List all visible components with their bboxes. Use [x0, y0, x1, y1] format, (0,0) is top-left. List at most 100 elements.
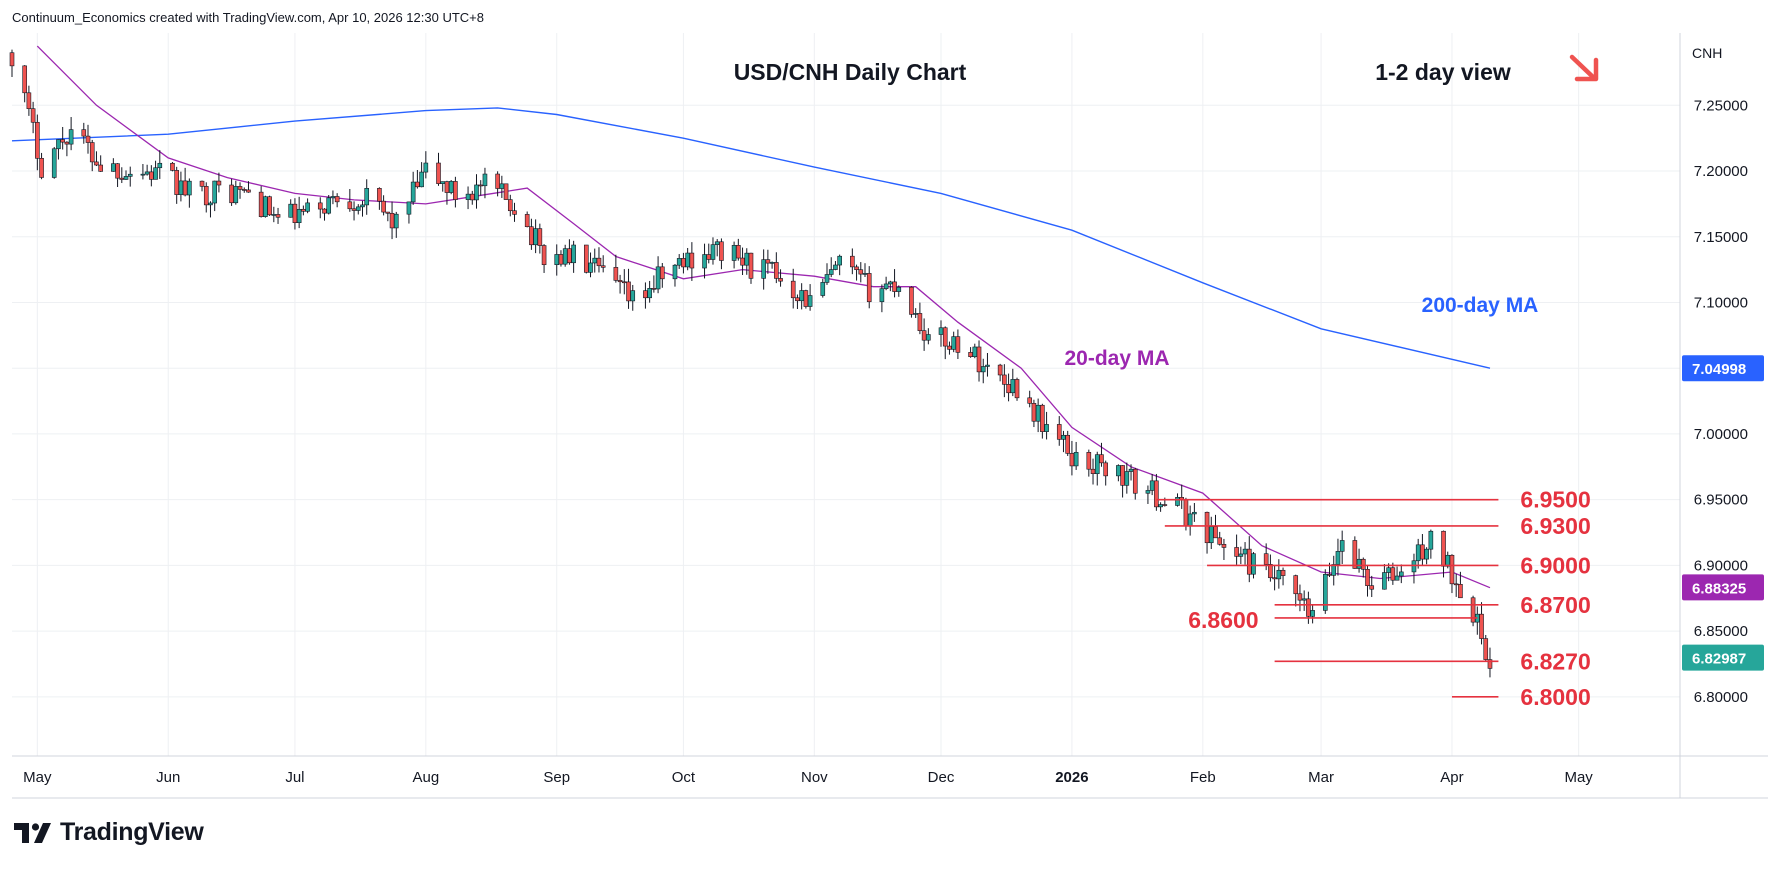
candle-body	[748, 252, 754, 279]
candle-body	[512, 210, 517, 215]
candle-body	[187, 180, 192, 196]
candle-body	[1382, 572, 1387, 590]
candle-body	[1069, 453, 1075, 467]
candle-body	[529, 226, 534, 246]
candle-body	[592, 257, 598, 264]
candle-body	[1479, 613, 1484, 639]
x-axis: May Jun Jul Aug Sep Oct Nov Dec 2026 Feb Mar Apr May	[23, 769, 1593, 786]
candle-body	[1204, 511, 1210, 544]
candle-body	[1246, 548, 1252, 575]
candle-body	[305, 202, 310, 212]
candle-body	[39, 158, 44, 178]
y-axis: 7.250007.200007.150007.100007.050007.000…	[1694, 97, 1748, 706]
candle-body	[1280, 569, 1286, 576]
candle-body	[1061, 434, 1066, 440]
candle-body	[1128, 468, 1134, 472]
candle-body	[719, 241, 724, 261]
y-tick-label: 7.20000	[1694, 163, 1748, 180]
candle-body	[1006, 384, 1011, 394]
candle-body	[465, 193, 471, 200]
candle-body	[263, 196, 268, 217]
candle-body	[706, 254, 712, 260]
candle-body	[1014, 379, 1020, 399]
chart-attribution: Continuum_Economics created with Trading…	[12, 10, 484, 25]
candle-body	[571, 244, 576, 264]
symbol-box[interactable]	[1683, 38, 1765, 66]
candle-body	[655, 266, 661, 290]
candle-body	[1242, 548, 1248, 555]
candle-body	[1090, 468, 1096, 475]
x-tick-label: May	[23, 769, 52, 786]
candle-body	[355, 206, 361, 211]
candle-body	[1086, 452, 1092, 470]
candle-body	[1458, 584, 1463, 599]
candle-body	[360, 204, 365, 208]
candle-body	[744, 252, 750, 266]
candle-body	[68, 129, 74, 145]
candle-body	[351, 208, 357, 211]
candle-body	[1335, 551, 1341, 565]
candle-body	[1162, 504, 1168, 506]
candle-body	[30, 108, 36, 123]
candle-body	[1149, 480, 1155, 491]
candle-body	[444, 181, 450, 193]
y-tick-label: 7.10000	[1694, 294, 1748, 311]
candle-body	[913, 313, 918, 315]
candle-body	[415, 181, 420, 188]
candle-body	[1056, 424, 1062, 440]
candle-body	[985, 364, 990, 367]
x-tick-label: Feb	[1190, 769, 1216, 786]
candle-body	[1103, 462, 1109, 477]
tradingview-brand[interactable]: TradingView	[14, 818, 204, 847]
candle-body	[596, 257, 602, 267]
candle-body	[1386, 567, 1391, 573]
candle-body	[182, 180, 188, 196]
candle-body	[212, 180, 217, 204]
candle-body	[275, 214, 281, 218]
candle-body	[617, 280, 623, 283]
candle-body	[1234, 547, 1239, 557]
candle-body	[1394, 575, 1400, 581]
candle-body	[976, 346, 982, 373]
candle-body	[1398, 571, 1404, 577]
candle-body	[423, 162, 429, 173]
candle-body	[258, 191, 264, 217]
y-tick-label: 6.80000	[1694, 689, 1748, 706]
candle-body	[56, 139, 61, 150]
candle-body	[651, 288, 657, 290]
level-label: 6.8600	[1188, 607, 1258, 633]
chart-title: USD/CNH Daily Chart	[734, 59, 967, 85]
x-tick-label: Jun	[156, 769, 180, 786]
candle-body	[883, 283, 889, 289]
candle-body	[643, 290, 648, 299]
candle-body	[1027, 397, 1032, 404]
candle-body	[938, 327, 944, 335]
candle-body	[1238, 553, 1244, 557]
candle-body	[997, 364, 1003, 376]
candle-body	[588, 262, 593, 273]
candle-body	[233, 186, 239, 204]
candle-body	[296, 208, 302, 223]
candle-body	[926, 334, 931, 341]
candle-body	[626, 281, 631, 302]
candle-body	[123, 176, 129, 180]
candle-body	[583, 244, 589, 273]
x-tick-label: Oct	[672, 769, 696, 786]
candle-body	[647, 288, 652, 299]
candle-body	[769, 262, 775, 264]
level-label: 6.9300	[1520, 513, 1590, 539]
candle-body	[888, 281, 893, 285]
candle-body	[1120, 465, 1125, 486]
x-tick-label: Dec	[928, 769, 955, 786]
candle-body	[1420, 544, 1425, 560]
candle-body	[795, 297, 800, 302]
candle-body	[1154, 480, 1159, 508]
candle-body	[968, 352, 973, 358]
candle-body	[955, 336, 961, 353]
candle-body	[1158, 504, 1163, 508]
candle-body	[972, 346, 978, 358]
candle-body	[850, 255, 855, 268]
candle-body	[385, 211, 391, 214]
